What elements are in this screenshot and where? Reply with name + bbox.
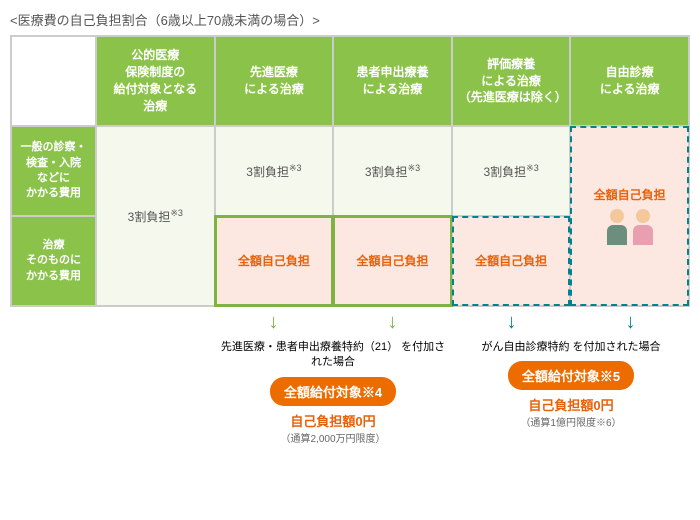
callouts: 先進医療・患者申出療養特約（21） を付加された場合 全額給付対象※4 自己負担… bbox=[10, 334, 690, 451]
callout-2: がん自由診療特約 を付加された場合 全額給付対象※5 自己負担額0円 （通算1億… bbox=[452, 334, 690, 451]
people-icon bbox=[594, 209, 666, 245]
cell-1-1: 全額自己負担 bbox=[215, 216, 334, 306]
corner bbox=[11, 36, 96, 126]
col-hdr-1: 先進医療 による治療 bbox=[215, 36, 334, 126]
arrow-down-icon: ↓ bbox=[452, 311, 571, 334]
cell-1-3: 全額自己負担 bbox=[452, 216, 571, 306]
col-hdr-2: 患者申出療養 による治療 bbox=[333, 36, 452, 126]
col-hdr-3: 評価療養 による治療 （先進医療は除く） bbox=[452, 36, 571, 126]
col-hdr-0: 公的医療 保険制度の 給付対象となる 治療 bbox=[96, 36, 215, 126]
cell-0-1: 3割負担※3 bbox=[215, 126, 334, 216]
badge-full-cover: 全額給付対象※4 bbox=[270, 377, 396, 406]
arrow-down-icon: ↓ bbox=[333, 311, 452, 334]
cell-1-2: 全額自己負担 bbox=[333, 216, 452, 306]
arrow-down-icon: ↓ bbox=[571, 311, 690, 334]
arrow-down-icon: ↓ bbox=[214, 311, 333, 334]
callout-1: 先進医療・患者申出療養特約（21） を付加された場合 全額給付対象※4 自己負担… bbox=[214, 334, 452, 451]
col-hdr-4: 自由診療 による治療 bbox=[570, 36, 689, 126]
row-hdr-1: 治療 そのものに かかる費用 bbox=[11, 216, 96, 306]
cell-0-0: 3割負担※3 bbox=[96, 126, 215, 306]
cell-0-4: 全額自己負担 bbox=[570, 126, 689, 306]
row-hdr-0: 一般の診察・ 検査・入院 などに かかる費用 bbox=[11, 126, 96, 216]
cell-0-3: 3割負担※3 bbox=[452, 126, 571, 216]
badge-full-cover: 全額給付対象※5 bbox=[508, 361, 634, 390]
cost-table: 公的医療 保険制度の 給付対象となる 治療 先進医療 による治療 患者申出療養 … bbox=[10, 35, 690, 307]
cell-0-2: 3割負担※3 bbox=[333, 126, 452, 216]
arrow-row: ↓ ↓ ↓ ↓ bbox=[10, 311, 690, 334]
chart-title: <医療費の自己負担割合（6歳以上70歳未満の場合）> bbox=[10, 10, 690, 29]
